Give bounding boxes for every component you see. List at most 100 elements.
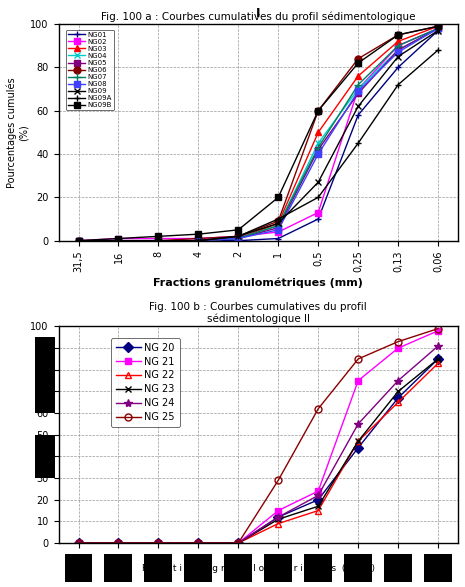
NG05 (315, 146, 321, 153)
NG 24 (116, 539, 121, 546)
NG 22 (76, 539, 81, 546)
NG03 (156, 237, 161, 244)
NG01 (275, 235, 281, 242)
Bar (34, 338, 54, 413)
Bar (185, 554, 213, 582)
NG 20 (435, 355, 441, 362)
NG 20 (395, 394, 401, 402)
NG09B (76, 237, 81, 244)
Line: NG09: NG09 (75, 27, 442, 244)
NG05 (236, 235, 241, 242)
Line: NG 23: NG 23 (75, 356, 442, 546)
NG08 (156, 237, 161, 244)
NG02 (395, 42, 401, 49)
NG 23 (76, 539, 81, 546)
NG09B (435, 23, 441, 30)
NG 23 (156, 539, 161, 546)
NG03 (196, 237, 201, 244)
NG02 (236, 233, 241, 240)
Bar (105, 554, 133, 582)
NG 23 (395, 388, 401, 395)
NG 21 (196, 539, 201, 546)
NG 24 (275, 514, 281, 521)
NG 20 (196, 539, 201, 546)
NG06 (196, 235, 201, 242)
NG 24 (395, 377, 401, 384)
NG06 (275, 218, 281, 225)
NG07 (275, 222, 281, 229)
NG 21 (355, 377, 361, 384)
NG06 (355, 55, 361, 62)
NG09A (355, 140, 361, 147)
Line: NG 20: NG 20 (75, 356, 442, 546)
NG08 (76, 237, 81, 244)
Bar (344, 554, 372, 582)
NG05 (435, 25, 441, 32)
NG 20 (275, 514, 281, 521)
Y-axis label: Pourcentages cumulés
(%): Pourcentages cumulés (%) (7, 77, 29, 188)
Line: NG09A: NG09A (75, 46, 442, 244)
NG 20 (76, 539, 81, 546)
Line: NG 24: NG 24 (74, 342, 442, 547)
NG07 (395, 42, 401, 49)
Line: NG 21: NG 21 (75, 328, 442, 546)
NG09B (355, 59, 361, 66)
NG09A (236, 233, 241, 240)
NG 24 (315, 492, 321, 499)
NG03 (76, 237, 81, 244)
X-axis label: F r a c t i o n s  g r a n u l o m é t r i q u e s  ( m m ): F r a c t i o n s g r a n u l o m é t r … (142, 564, 375, 573)
NG09B (315, 107, 321, 114)
NG09 (315, 178, 321, 185)
NG09A (395, 81, 401, 88)
NG06 (156, 237, 161, 244)
NG 22 (156, 539, 161, 546)
NG09B (236, 227, 241, 234)
NG01 (236, 237, 241, 244)
NG09 (355, 103, 361, 110)
NG04 (355, 86, 361, 93)
NG 20 (315, 496, 321, 503)
NG06 (315, 107, 321, 114)
Line: NG01: NG01 (75, 27, 442, 244)
NG01 (196, 237, 201, 244)
NG07 (76, 237, 81, 244)
NG 25 (435, 325, 441, 332)
NG 21 (435, 328, 441, 335)
NG 23 (236, 539, 241, 546)
NG05 (76, 237, 81, 244)
Line: NG09B: NG09B (75, 23, 442, 244)
NG03 (315, 129, 321, 136)
NG06 (435, 23, 441, 30)
Bar (264, 554, 292, 582)
NG 25 (355, 355, 361, 362)
NG05 (395, 46, 401, 53)
Line: NG03: NG03 (75, 23, 442, 244)
NG02 (355, 86, 361, 93)
NG 24 (156, 539, 161, 546)
NG09A (156, 237, 161, 244)
Legend: NG01, NG02, NG03, NG04, NG05, NG06, NG07, NG08, NG09, NG09A, NG09B: NG01, NG02, NG03, NG04, NG05, NG06, NG07… (66, 30, 114, 110)
Bar (224, 554, 252, 582)
Bar (424, 554, 452, 582)
NG 24 (76, 539, 81, 546)
NG02 (196, 235, 201, 242)
NG09B (196, 231, 201, 238)
NG02 (275, 228, 281, 235)
NG08 (435, 25, 441, 32)
NG 25 (236, 539, 241, 546)
NG 25 (76, 539, 81, 546)
Line: NG 25: NG 25 (75, 325, 442, 546)
Title: Fig. 100 b : Courbes cumulatives du profil
sédimentologique II: Fig. 100 b : Courbes cumulatives du prof… (149, 302, 367, 324)
NG09A (315, 194, 321, 201)
NG09A (435, 46, 441, 53)
Legend: NG 20, NG 21, NG 22, NG 23, NG 24, NG 25: NG 20, NG 21, NG 22, NG 23, NG 24, NG 25 (111, 338, 180, 427)
Bar (304, 554, 332, 582)
NG 25 (116, 539, 121, 546)
NG01 (156, 237, 161, 244)
Bar (65, 554, 93, 582)
NG08 (275, 227, 281, 234)
NG08 (395, 49, 401, 56)
NG 22 (395, 399, 401, 406)
NG 23 (355, 438, 361, 445)
NG07 (116, 237, 121, 244)
